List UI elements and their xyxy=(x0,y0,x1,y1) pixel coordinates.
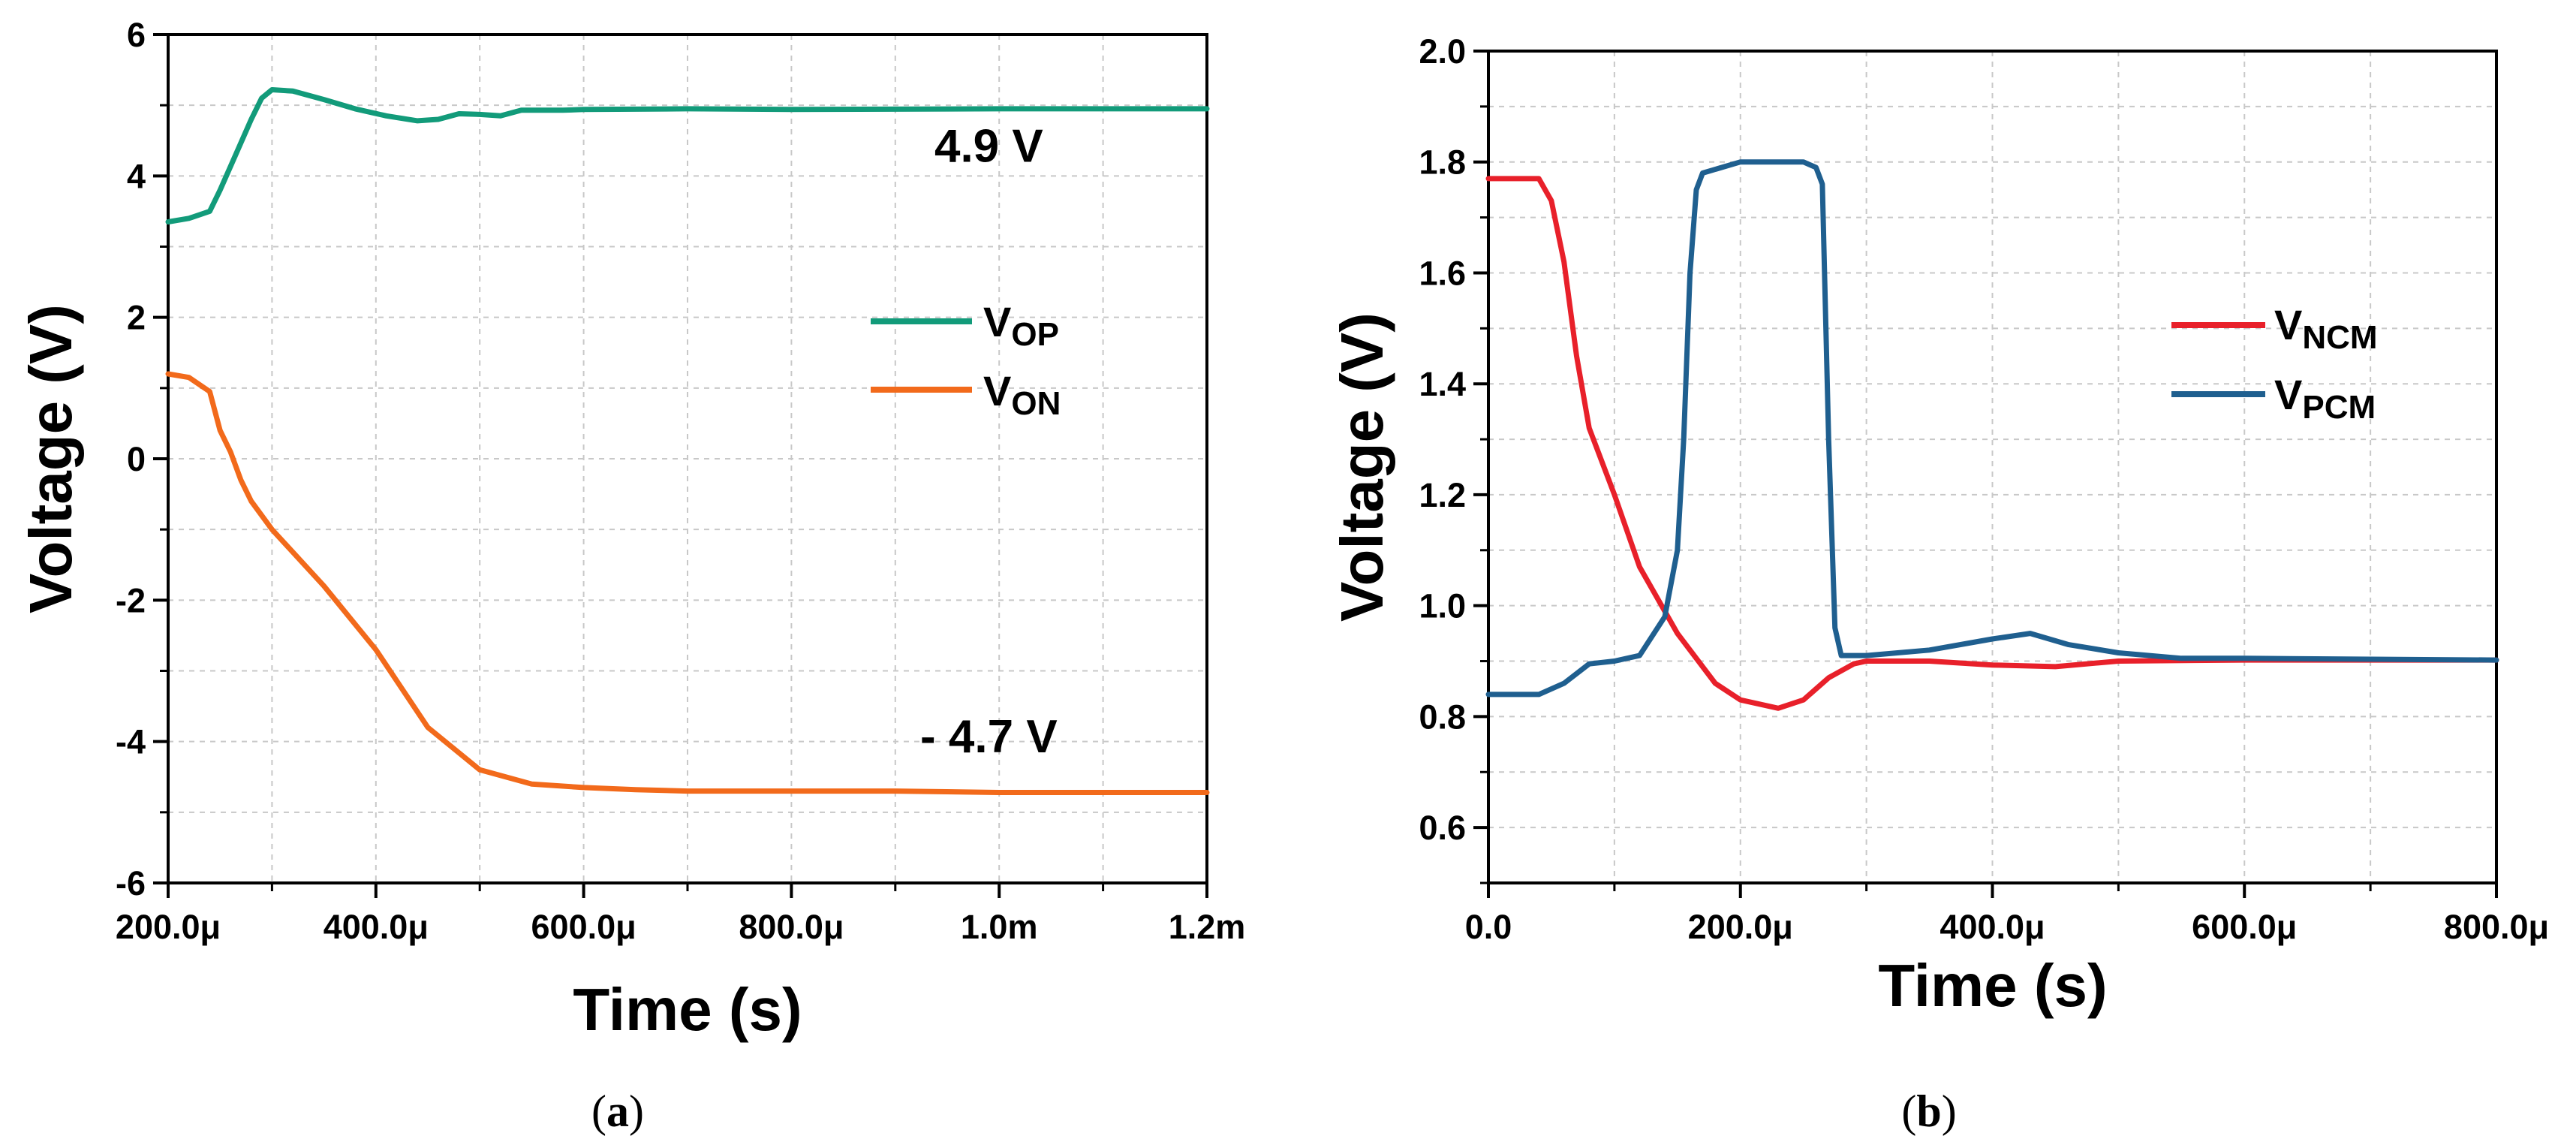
series-line-vncm xyxy=(1485,176,2499,711)
ticks-a xyxy=(153,33,1208,898)
annotation-label: - 4.7 V xyxy=(920,711,1058,763)
x-tick-label: 1.2m xyxy=(1169,908,1246,946)
x-tick-label: 400.0μ xyxy=(1940,908,2045,946)
y-tick-label: 1.8 xyxy=(1419,143,1466,182)
caption-a: (a) xyxy=(591,1086,644,1136)
y-tick-label: 2 xyxy=(127,299,146,337)
x-tick-label: 200.0μ xyxy=(1688,908,1793,946)
y-tick-label: -6 xyxy=(116,864,146,902)
y-tick-label: -2 xyxy=(116,581,146,619)
grid-a xyxy=(168,35,1207,883)
x-tick-label: 200.0μ xyxy=(116,908,221,946)
y-tick-label: 2.0 xyxy=(1419,32,1466,71)
legend-b: VNCM VPCM xyxy=(2171,301,2378,426)
y-axis-title-a: Voltage (V) xyxy=(17,304,84,613)
caption-b: (b) xyxy=(1901,1086,1956,1136)
y-tick-label: 1.4 xyxy=(1419,365,1466,403)
legend-a: VOP VON xyxy=(871,298,1061,422)
x-tick-label: 800.0μ xyxy=(739,908,844,946)
x-axis-title-a: Time (s) xyxy=(573,976,802,1043)
grid-b xyxy=(1488,51,2496,883)
y-tick-label: 1.0 xyxy=(1419,587,1466,625)
y-tick-label: 0.8 xyxy=(1419,698,1466,736)
series-line-vop xyxy=(165,87,1210,224)
x-tick-label: 400.0μ xyxy=(324,908,429,946)
legend-label-vop: VOP xyxy=(983,298,1059,353)
x-tick-label: 0.0 xyxy=(1465,908,1512,946)
x-tick-label: 600.0μ xyxy=(2192,908,2297,946)
legend-label-vpcm: VPCM xyxy=(2274,371,2376,426)
y-tick-label: 0 xyxy=(127,440,146,478)
series-b xyxy=(1485,159,2499,711)
ticks-b xyxy=(1473,50,2498,898)
annotation-label: 4.9 V xyxy=(934,121,1043,173)
y-tick-label: 1.6 xyxy=(1419,254,1466,292)
y-tick-label: 0.6 xyxy=(1419,809,1466,847)
x-tick-label: 800.0μ xyxy=(2444,908,2549,946)
x-tick-label: 1.0m xyxy=(961,908,1038,946)
y-tick-label: 4 xyxy=(127,157,146,195)
y-tick-label: 6 xyxy=(127,16,146,54)
y-tick-label: -4 xyxy=(116,723,146,761)
x-tick-label: 600.0μ xyxy=(531,908,636,946)
tick-labels-a: 200.0μ 400.0μ 600.0μ 800.0μ 1.0m 1.2m -6 -4 -2 0 2… xyxy=(116,16,1245,946)
legend-label-von: VON xyxy=(983,367,1061,422)
legend-label-vncm: VNCM xyxy=(2274,301,2378,356)
x-axis-title-b: Time (s) xyxy=(1878,952,2107,1019)
series-line-vpcm xyxy=(1485,159,2499,698)
annotations-a: 4.9 V - 4.7 V xyxy=(920,121,1058,763)
y-axis-title-b: Voltage (V) xyxy=(1329,312,1395,622)
chart-panel-a: 200.0μ 400.0μ 600.0μ 800.0μ 1.0m 1.2m -6 -4 -2 0 2… xyxy=(17,16,1245,1136)
y-tick-label: 1.2 xyxy=(1419,476,1466,514)
series-line-von xyxy=(165,371,1210,795)
chart-panel-b: 0.0 200.0μ 400.0μ 600.0μ 800.0μ 0.6 0.8 1.0 1.2 1… xyxy=(1329,32,2549,1136)
series-a xyxy=(165,87,1210,795)
tick-labels-b: 0.0 200.0μ 400.0μ 600.0μ 800.0μ 0.6 0.8 1.0 1.2 1… xyxy=(1419,32,2549,946)
